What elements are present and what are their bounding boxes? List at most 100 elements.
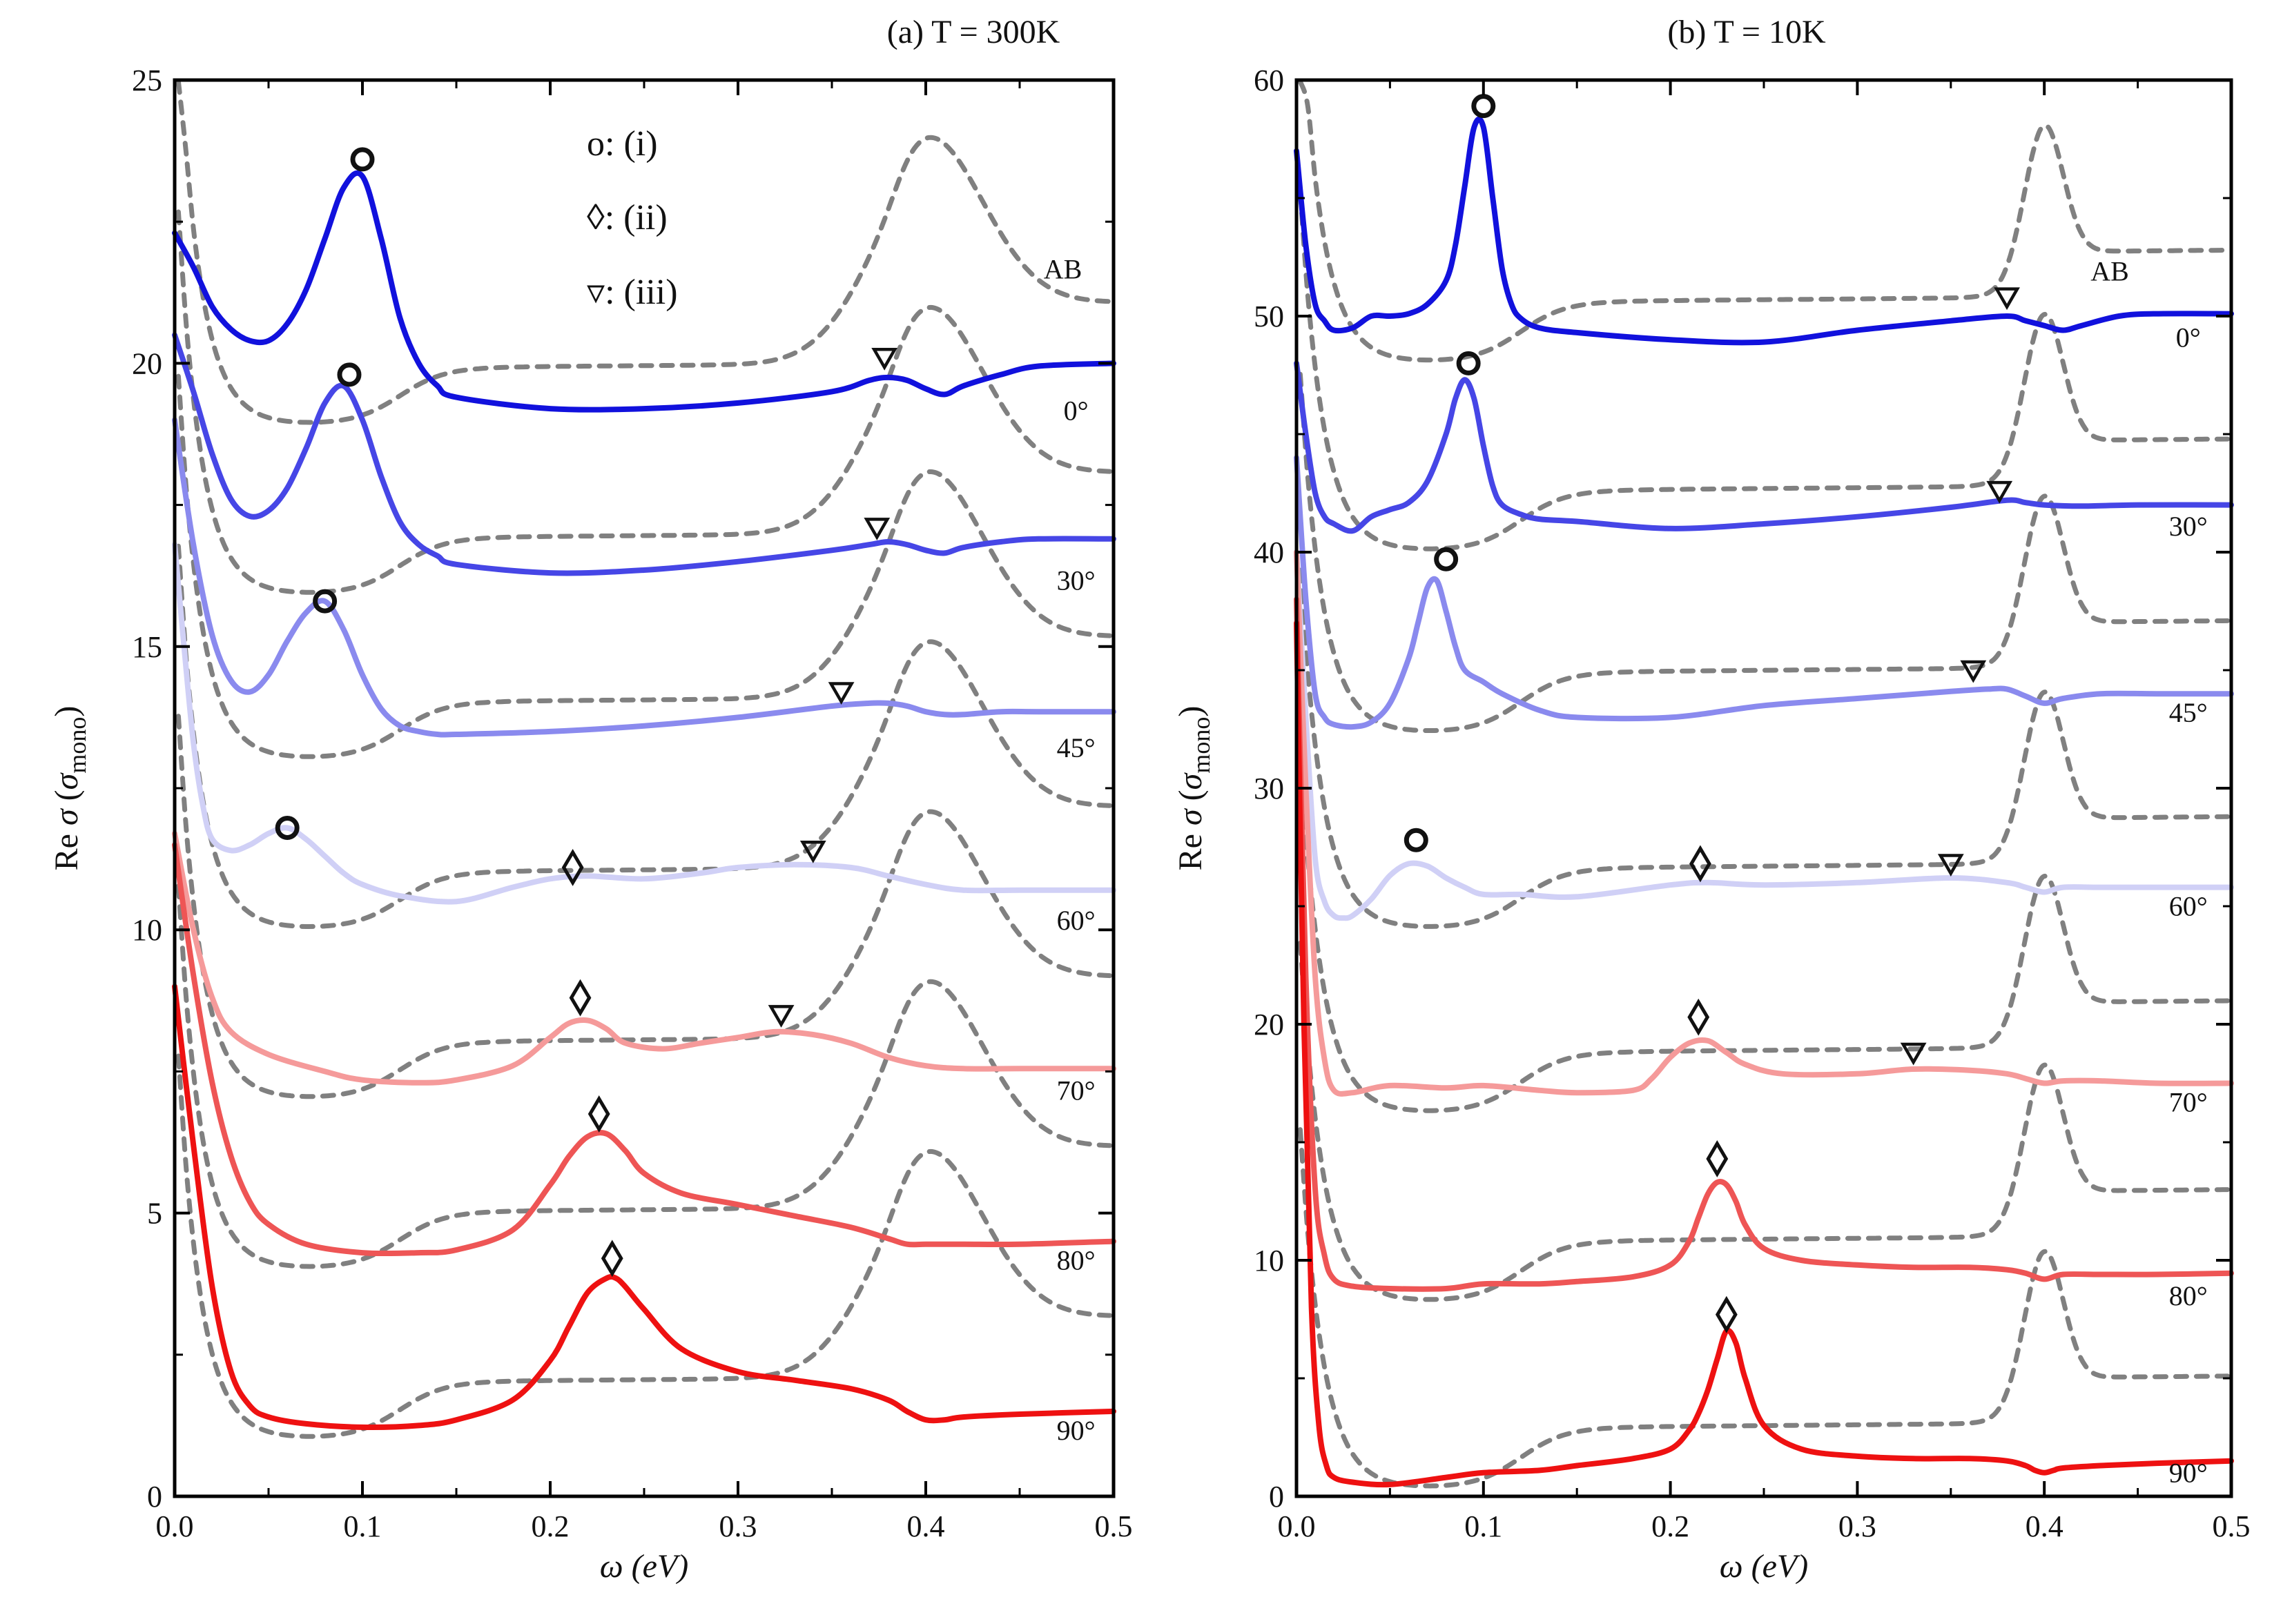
panel-b-title: (b) T = 10K bbox=[1667, 14, 1826, 50]
panel-a-marker-circle-45° bbox=[313, 589, 338, 614]
panel-b-xtick-label: 0.5 bbox=[2213, 1509, 2251, 1543]
panel-a-markers bbox=[275, 147, 898, 1278]
panel-a-series-45° bbox=[172, 417, 1116, 738]
panel-b-curve-label-60°: 60° bbox=[2169, 891, 2208, 922]
panel-b-marker-diamond-70° bbox=[1687, 998, 1710, 1036]
legend: o: (i) ◊: (ii) ▿: (iii) bbox=[587, 124, 678, 312]
panel-a-plot-area bbox=[172, 79, 1116, 1439]
panel-a-marker-triangle-45° bbox=[828, 682, 855, 705]
panel-b-marker-triangle-0° bbox=[1994, 287, 2020, 311]
panel-b-marker-triangle-70° bbox=[1900, 1042, 1927, 1066]
panel-b-curve-label-0°: 0° bbox=[2176, 322, 2201, 353]
panel-a-marker-triangle-0° bbox=[871, 347, 898, 371]
panel-a-ab-label: AB bbox=[1044, 253, 1082, 284]
panel-b-marker-triangle-45° bbox=[1960, 660, 1987, 683]
panel-b-xtick-label: 0.1 bbox=[1464, 1509, 1502, 1543]
legend-item-circle: o: (i) bbox=[587, 124, 658, 164]
panel-a-curve-label-80°: 80° bbox=[1057, 1245, 1096, 1276]
panel-b-markers bbox=[1404, 94, 2020, 1333]
panel-b-marker-circle-30° bbox=[1456, 351, 1481, 375]
panel-b-series-90° bbox=[1294, 620, 2234, 1488]
panel-a-dashed-curve-45° bbox=[175, 373, 1113, 759]
panel-a-ylabel: Re σ (σmono) bbox=[48, 706, 91, 871]
panel-b-series-30° bbox=[1294, 360, 2234, 534]
panel-a-dashed-curve-70° bbox=[175, 714, 1113, 1099]
panel-a-marker-circle-60° bbox=[275, 815, 300, 840]
panel-b-series-80° bbox=[1294, 596, 2234, 1292]
legend-item-triangle: ▿: (iii) bbox=[587, 273, 678, 312]
panel-a-xtick-label: 0.2 bbox=[532, 1509, 570, 1543]
panel-a-marker-circle-0° bbox=[350, 147, 375, 172]
panel-b-ab-label: AB bbox=[2090, 256, 2129, 287]
panel-a-dashed-curve-90° bbox=[175, 1053, 1113, 1439]
panel-a-series-80° bbox=[172, 842, 1116, 1257]
panel-b-marker-diamond-80° bbox=[1706, 1140, 1729, 1177]
panel-a-xtick-label: 0.4 bbox=[907, 1509, 945, 1543]
panel-b-ytick-label: 10 bbox=[1254, 1244, 1284, 1278]
panel-a-dashed-curve-80° bbox=[175, 883, 1113, 1269]
panel-a-ytick-label: 5 bbox=[147, 1197, 162, 1231]
panel-a-title: (a) T = 300K bbox=[887, 14, 1060, 50]
panel-a-curve-label-60°: 60° bbox=[1057, 905, 1096, 936]
panel-b-marker-triangle-60° bbox=[1937, 854, 1964, 877]
panel-a-xlabel: ω (eV) bbox=[600, 1548, 688, 1585]
panel-b-dashed-curve-60° bbox=[1297, 567, 2231, 929]
panel-a-marker-triangle-60° bbox=[799, 841, 826, 863]
panel-b-ylabel: Re σ (σmono) bbox=[1172, 706, 1215, 871]
panel-b-curve-label-90°: 90° bbox=[2169, 1457, 2208, 1488]
panel-a-series-70° bbox=[172, 830, 1116, 1086]
panel-a-dashed-curve-0° bbox=[175, 79, 1113, 425]
panel-b-plot-area bbox=[1294, 79, 2234, 1489]
panel-a-curve-label-0°: 0° bbox=[1064, 395, 1089, 426]
panel-b-dashed-curve-80° bbox=[1297, 940, 2231, 1302]
panel-b-marker-circle-60° bbox=[1404, 828, 1428, 852]
panel-a-curve-label-45°: 45° bbox=[1057, 732, 1096, 763]
panel-a-frame bbox=[173, 78, 1116, 1498]
panel-a-marker-diamond-90° bbox=[601, 1240, 623, 1278]
panel-a-ytick-label: 15 bbox=[132, 630, 162, 664]
panel-b-ytick-label: 40 bbox=[1254, 536, 1284, 569]
panel-b-10k: (b) T = 10K 0° 30° 45° 60° 70° 80° 90° 0.0 0.1 0… bbox=[1172, 14, 2251, 1585]
panel-b-curve-label-80°: 80° bbox=[2169, 1280, 2208, 1311]
panel-b-xtick-label: 0.4 bbox=[2026, 1509, 2063, 1543]
panel-a-ytick-label: 20 bbox=[132, 346, 162, 380]
panel-a-ytick-label: 0 bbox=[147, 1480, 162, 1514]
panel-b-curve-label-45°: 45° bbox=[2169, 697, 2208, 728]
panel-b-dashed-curve-0° bbox=[1297, 79, 2231, 363]
panel-b-xlabel: ω (eV) bbox=[1720, 1548, 1808, 1585]
panel-a-marker-circle-30° bbox=[337, 362, 362, 387]
panel-a-xtick-label: 0.5 bbox=[1095, 1509, 1133, 1543]
panel-b-frame bbox=[1294, 78, 2233, 1498]
panel-a-marker-triangle-30° bbox=[864, 518, 891, 540]
panel-a-xlabel-symbol: ω (eV) bbox=[600, 1548, 688, 1585]
panel-b-dashed-curve-90° bbox=[1297, 1127, 2231, 1489]
panel-b-curve-label-30°: 30° bbox=[2169, 511, 2208, 542]
panel-b-series-60° bbox=[1294, 549, 2234, 921]
panel-a-dashed-curve-60° bbox=[175, 543, 1113, 930]
panel-a-ytick-label: 10 bbox=[132, 913, 162, 947]
panel-b-ytick-label: 0 bbox=[1269, 1480, 1284, 1514]
panel-b-xtick-label: 0.3 bbox=[1838, 1509, 1876, 1543]
panel-a-curve-labels: 0° 30° 45° 60° 70° 80° 90° bbox=[1057, 395, 1096, 1445]
panel-b-series-70° bbox=[1294, 549, 2234, 1097]
panel-a-series-90° bbox=[172, 984, 1116, 1430]
panel-a-xtick-label: 0.1 bbox=[344, 1509, 382, 1543]
panel-a-marker-triangle-70° bbox=[768, 1005, 795, 1028]
panel-a-series-0° bbox=[172, 170, 1116, 413]
legend-item-diamond: ◊: (ii) bbox=[587, 198, 668, 237]
panel-b-ytick-label: 60 bbox=[1254, 63, 1284, 97]
panel-b-dashed-curve-45° bbox=[1297, 371, 2231, 734]
panel-a-curve-label-70°: 70° bbox=[1057, 1075, 1096, 1106]
panel-b-marker-triangle-30° bbox=[1986, 480, 2013, 504]
panel-a-marker-diamond-70° bbox=[569, 979, 592, 1017]
panel-b-xtick-label: 0.2 bbox=[1651, 1509, 1689, 1543]
panel-b-curve-label-70°: 70° bbox=[2169, 1087, 2208, 1118]
panel-b-curve-labels: 0° 30° 45° 60° 70° 80° 90° bbox=[2169, 322, 2208, 1488]
panel-b-xtick-label: 0.0 bbox=[1278, 1509, 1316, 1543]
panel-b-series-45° bbox=[1294, 455, 2234, 730]
panel-b-series-0° bbox=[1294, 116, 2234, 346]
panel-a-300k: (a) T = 300K 0° 30° 45° 60° 70° 80° 90° 0.0 0.1… bbox=[48, 14, 1133, 1585]
panel-a-marker-diamond-80° bbox=[587, 1095, 610, 1133]
panel-a-xtick-label: 0.3 bbox=[719, 1509, 757, 1543]
